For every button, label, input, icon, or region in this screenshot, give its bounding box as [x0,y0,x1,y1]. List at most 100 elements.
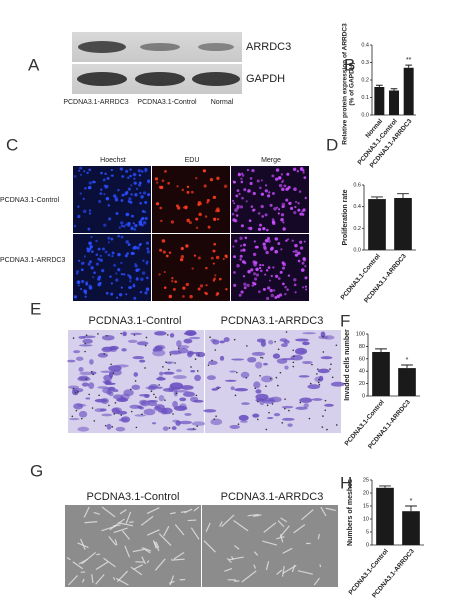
y-tick-label: 0 [362,393,365,399]
cell [293,278,297,282]
cell [129,200,133,204]
cell [269,203,273,207]
cell [191,267,194,270]
cell [82,209,87,214]
cell [162,250,166,254]
tube [276,569,283,575]
cell [317,368,330,374]
cell [117,188,120,192]
pore [259,374,261,377]
cell [243,286,247,290]
pore [92,373,94,376]
cell [296,170,300,173]
pore [211,359,213,362]
cell [107,236,111,240]
cell [89,359,94,365]
pore [196,425,198,427]
tube [124,545,131,558]
cell [233,202,236,205]
cell [180,246,184,251]
cell [176,206,181,210]
cell [82,335,96,339]
cell [154,177,159,181]
cell [274,177,279,181]
cell [73,174,77,178]
cell [266,194,271,198]
tube [265,561,270,571]
cell [77,284,80,287]
cell [302,257,306,261]
cell [213,217,217,221]
tube [279,525,290,538]
cell [268,279,271,282]
lane-label: PCDNA3.1-Control [137,99,197,106]
pore [85,378,88,380]
cell [99,408,107,412]
pore [105,335,108,337]
tube [205,522,211,532]
panel-label: F [340,311,350,330]
cell [118,418,128,422]
cell [234,208,238,212]
cell [216,218,220,221]
tube [140,515,154,526]
cell [235,194,239,198]
cell [79,287,83,291]
cell [195,177,198,180]
pore [104,424,107,427]
cell [103,374,113,382]
cell [294,291,297,294]
pore [324,409,327,412]
cell [137,169,141,173]
cell [189,336,201,340]
cell [293,187,297,191]
pore [268,411,270,414]
cell [178,420,193,425]
cell [257,211,261,215]
lane-label: PCDNA3.1-ARRDC3 [63,99,128,106]
bar [402,511,420,545]
cell [143,210,147,214]
cell [302,171,305,174]
cell [131,214,134,218]
cell [88,260,92,264]
cell [255,273,260,277]
cell [154,386,163,389]
tube [95,574,105,585]
pore [166,334,169,336]
tube [141,546,151,554]
cell [180,254,185,259]
cell [146,179,151,183]
y-tick-label: 0.0 [361,112,369,118]
cell [171,277,174,280]
cell [265,228,269,232]
cell [144,167,148,172]
cell [120,235,124,239]
cell [86,171,89,175]
pore [141,413,143,416]
cell [263,247,267,251]
tube [125,511,132,524]
cell [275,168,280,172]
tube [101,506,116,518]
cell [121,225,124,228]
cell [304,265,307,268]
cell [295,406,308,410]
band-label: GAPDH [246,73,285,85]
cell [144,216,148,220]
tube [263,522,277,533]
cell [79,371,94,376]
cell [133,245,137,250]
cell [255,361,263,369]
error-bar [376,84,383,87]
cell [243,188,247,192]
cell [294,253,299,257]
tube [193,506,200,512]
invasion-images [67,329,345,433]
cell [249,177,253,180]
cell [240,224,244,228]
cell [174,280,178,284]
cell [293,210,297,215]
pore [97,333,99,335]
